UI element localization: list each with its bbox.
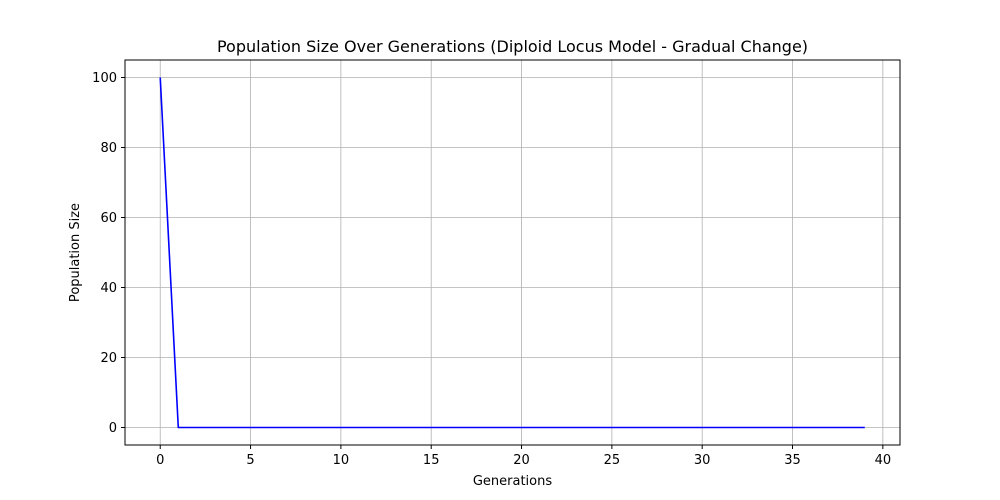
- x-tick-label: 30: [694, 453, 711, 468]
- x-tick-label: 35: [784, 453, 801, 468]
- plot-frame: [124, 59, 901, 446]
- x-tick-label: 10: [333, 453, 350, 468]
- x-tick-label: 20: [513, 453, 530, 468]
- y-tick-label: 80: [100, 141, 117, 156]
- chart-title: Population Size Over Generations (Diploi…: [217, 37, 808, 56]
- x-tick-label: 5: [246, 453, 254, 468]
- y-tick-label: 20: [100, 351, 117, 366]
- y-axis: 0 20 40 60 80 100: [92, 71, 125, 436]
- plot-area: [125, 60, 900, 445]
- y-tick-label: 40: [100, 281, 117, 296]
- y-tick-label: 60: [100, 211, 117, 226]
- x-tick-label: 15: [423, 453, 440, 468]
- series-layer: [159, 77, 865, 429]
- x-tick-label: 25: [604, 453, 621, 468]
- x-tick-label: 0: [156, 453, 164, 468]
- y-tick-label: 100: [92, 71, 117, 86]
- y-axis-label: Population Size: [68, 203, 83, 302]
- x-axis: 0 5 10 15 20 25 30 35 40: [156, 445, 891, 468]
- x-axis-label: Generations: [473, 474, 553, 489]
- x-tick-label: 40: [875, 453, 892, 468]
- series-line-0: [159, 77, 865, 429]
- y-tick-label: 0: [109, 421, 117, 436]
